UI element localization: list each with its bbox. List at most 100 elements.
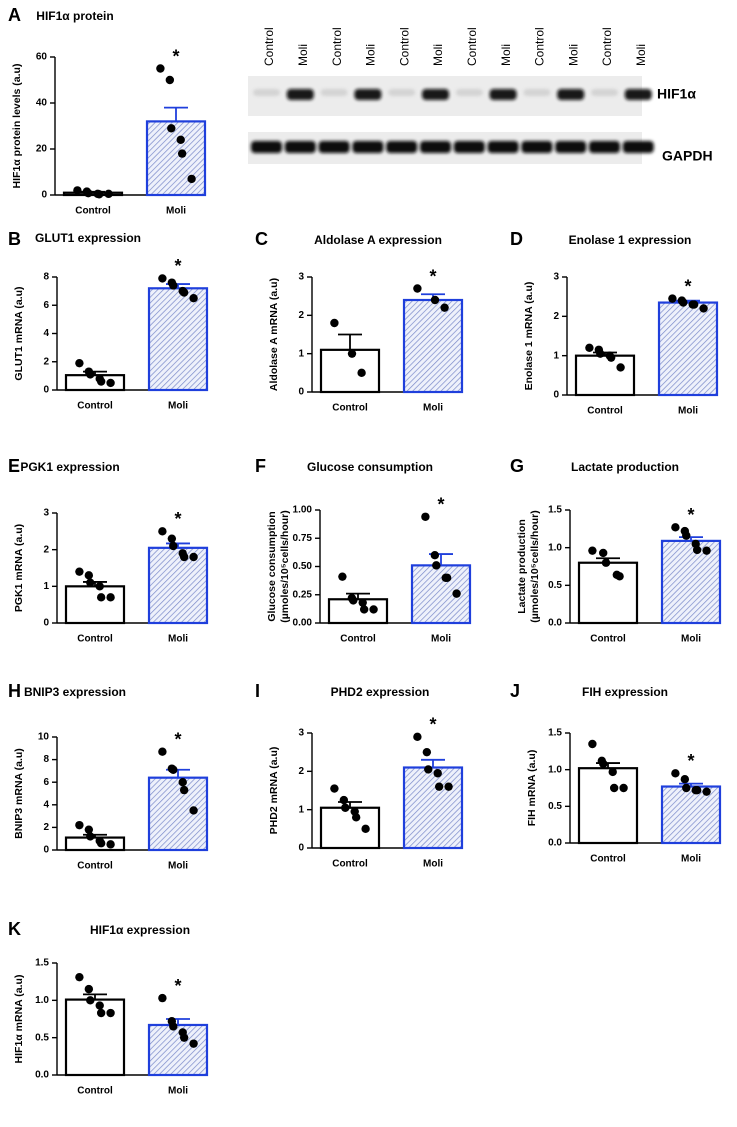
panel-letter: G [510, 456, 524, 476]
data-point [167, 534, 177, 543]
data-point [169, 541, 178, 551]
y-axis-label: HIF1α mRNA (a.u) [13, 975, 25, 1064]
data-point [75, 972, 84, 982]
lane-label: Moli [499, 44, 513, 66]
y-tick-label: 3 [298, 272, 304, 283]
y-tick-label: 3 [43, 508, 49, 519]
significance: * [687, 751, 694, 771]
significance: * [174, 976, 181, 996]
y-tick-label: 2 [43, 356, 49, 367]
blot-band [286, 89, 314, 100]
x-tick-label: Moli [423, 859, 443, 870]
data-point [165, 75, 175, 85]
x-tick-label: Control [77, 861, 113, 872]
bar [64, 998, 126, 1077]
bar [62, 191, 124, 197]
data-point [671, 523, 680, 532]
blot-band [557, 89, 585, 100]
blot-band [284, 141, 316, 153]
x-tick-label: Control [590, 854, 626, 865]
x-tick-label: Control [332, 403, 368, 414]
band-label: HIF1α [657, 86, 696, 102]
data-point [158, 747, 167, 756]
data-point [106, 378, 115, 388]
blot-band [523, 89, 551, 96]
data-point [84, 188, 93, 198]
blot-band [622, 141, 654, 153]
bar [574, 354, 636, 397]
data-point [440, 303, 449, 312]
lane-label: Moli [296, 44, 310, 66]
y-axis-label: Glucose consumption [266, 511, 278, 621]
data-point [413, 284, 422, 293]
y-tick-label: 1 [298, 804, 304, 815]
data-point [679, 298, 688, 307]
y-tick-label: 0.50 [293, 561, 313, 572]
data-point [179, 552, 189, 562]
data-point [179, 785, 189, 795]
y-tick-label: 0 [41, 190, 47, 201]
blot-band [386, 141, 418, 153]
y-tick-label: 6 [43, 777, 49, 788]
y-tick-label: 0 [553, 390, 559, 401]
panel-letter: D [510, 229, 523, 249]
bar [147, 287, 209, 392]
data-point [106, 840, 115, 849]
y-tick-label: 1.0 [548, 764, 562, 775]
data-point [187, 174, 196, 184]
y-tick-label: 4 [43, 799, 49, 810]
data-point [616, 363, 625, 372]
y-tick-label: 2 [43, 544, 49, 555]
bar [660, 785, 722, 845]
y-axis-label: BNIP3 mRNA (a.u) [13, 748, 25, 839]
chart-title: Aldolase A expression [314, 233, 442, 247]
panel-letter: J [510, 681, 520, 701]
data-point [86, 578, 95, 587]
blot-band [320, 89, 348, 96]
lane-label: Control [262, 27, 276, 66]
data-point [177, 149, 187, 158]
y-tick-label: 40 [36, 98, 48, 109]
lane-label: Moli [431, 44, 445, 66]
blot-band [489, 89, 517, 100]
data-point [432, 561, 441, 570]
y-axis-label: PGK1 mRNA (a.u) [13, 524, 25, 612]
data-point [84, 825, 94, 834]
data-point [680, 775, 690, 784]
y-tick-label: 1 [298, 348, 304, 359]
data-point [702, 546, 711, 555]
y-tick-label: 3 [553, 272, 559, 283]
y-tick-label: 0 [298, 843, 304, 854]
significance: * [684, 276, 691, 296]
data-point [421, 512, 430, 521]
data-point [682, 531, 691, 540]
x-tick-label: Moli [168, 634, 188, 645]
bar [64, 374, 126, 392]
y-axis-label: Aldolase A mRNA (a.u) [268, 278, 280, 391]
y-axis-label: Lactate production [516, 519, 528, 614]
band-label: GAPDH [662, 148, 713, 164]
y-tick-label: 8 [43, 272, 49, 283]
bar [410, 564, 472, 625]
blot-band [354, 89, 382, 100]
significance: * [174, 509, 181, 529]
x-tick-label: Moli [431, 634, 451, 645]
blot-band [388, 89, 416, 96]
bar [319, 806, 381, 850]
blot-band [422, 89, 449, 100]
data-point [176, 135, 185, 144]
panel-letter: C [255, 229, 268, 249]
lane-label: Control [330, 27, 344, 66]
lane-label: Moli [364, 44, 378, 66]
data-point [424, 765, 433, 774]
data-point [179, 288, 189, 297]
data-point [189, 293, 198, 303]
data-point [608, 767, 617, 777]
data-point [341, 803, 350, 812]
x-tick-label: Control [77, 401, 113, 412]
bar [402, 298, 464, 394]
blot-band [589, 141, 620, 153]
y-tick-label: 1.5 [35, 958, 49, 969]
data-point [189, 1039, 198, 1048]
data-point [73, 186, 82, 195]
